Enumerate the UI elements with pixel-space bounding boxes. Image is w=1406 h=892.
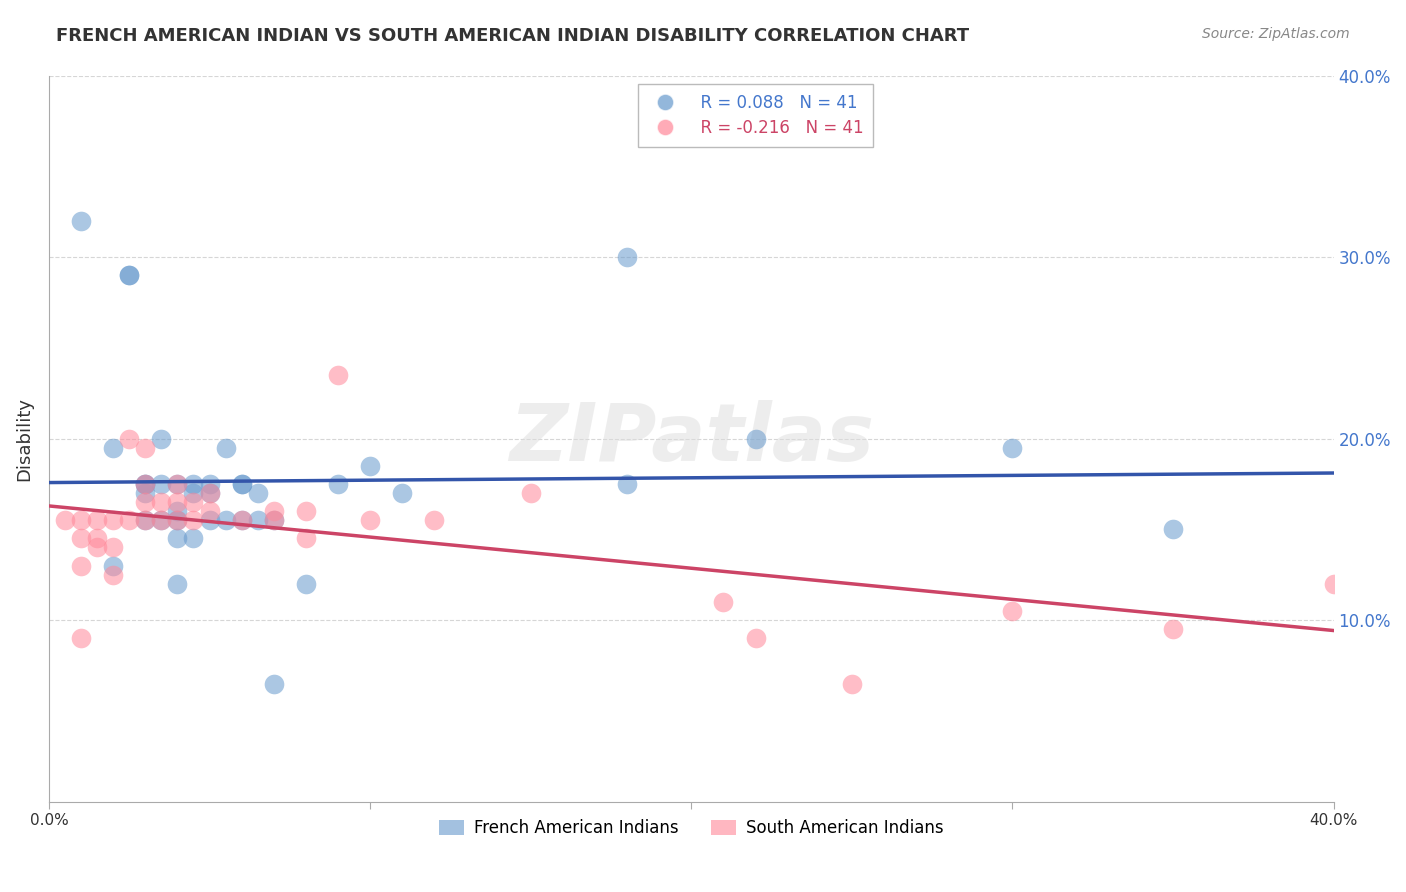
Point <box>1001 604 1024 618</box>
Point <box>118 268 141 283</box>
Point <box>150 495 173 509</box>
Point <box>263 513 285 527</box>
Point <box>166 504 188 518</box>
Point <box>326 368 349 382</box>
Legend: French American Indians, South American Indians: French American Indians, South American … <box>432 813 950 844</box>
Y-axis label: Disability: Disability <box>15 397 32 481</box>
Point <box>53 513 76 527</box>
Point <box>198 486 221 500</box>
Point <box>295 532 318 546</box>
Point <box>263 504 285 518</box>
Point <box>183 532 205 546</box>
Point <box>231 477 253 491</box>
Point <box>183 513 205 527</box>
Point <box>166 576 188 591</box>
Point <box>150 513 173 527</box>
Point <box>70 631 93 645</box>
Point <box>118 513 141 527</box>
Point <box>134 513 156 527</box>
Point <box>150 513 173 527</box>
Point <box>198 486 221 500</box>
Point <box>103 567 125 582</box>
Point <box>166 513 188 527</box>
Point <box>214 513 236 527</box>
Point <box>1161 522 1184 536</box>
Point <box>326 477 349 491</box>
Point <box>86 513 108 527</box>
Point <box>103 513 125 527</box>
Point <box>166 477 188 491</box>
Point <box>246 486 269 500</box>
Text: Source: ZipAtlas.com: Source: ZipAtlas.com <box>1202 27 1350 41</box>
Point <box>744 631 766 645</box>
Point <box>134 441 156 455</box>
Point <box>70 513 93 527</box>
Point <box>246 513 269 527</box>
Point <box>183 477 205 491</box>
Point <box>295 576 318 591</box>
Point <box>198 513 221 527</box>
Point <box>744 432 766 446</box>
Point <box>231 513 253 527</box>
Point <box>134 513 156 527</box>
Point <box>616 477 638 491</box>
Point <box>70 558 93 573</box>
Point <box>263 676 285 690</box>
Point <box>295 504 318 518</box>
Point <box>134 495 156 509</box>
Point <box>134 477 156 491</box>
Text: FRENCH AMERICAN INDIAN VS SOUTH AMERICAN INDIAN DISABILITY CORRELATION CHART: FRENCH AMERICAN INDIAN VS SOUTH AMERICAN… <box>56 27 969 45</box>
Point <box>86 532 108 546</box>
Point <box>166 532 188 546</box>
Point <box>231 513 253 527</box>
Point <box>198 504 221 518</box>
Point <box>214 441 236 455</box>
Point <box>166 513 188 527</box>
Point <box>519 486 541 500</box>
Point <box>118 432 141 446</box>
Point <box>231 477 253 491</box>
Point <box>150 477 173 491</box>
Point <box>841 676 863 690</box>
Point <box>423 513 446 527</box>
Point <box>103 541 125 555</box>
Point <box>713 595 735 609</box>
Point <box>103 558 125 573</box>
Point <box>1161 622 1184 636</box>
Point <box>183 495 205 509</box>
Point <box>134 477 156 491</box>
Point <box>134 477 156 491</box>
Point <box>1323 576 1346 591</box>
Text: ZIPatlas: ZIPatlas <box>509 400 873 477</box>
Point <box>118 268 141 283</box>
Point <box>103 441 125 455</box>
Point <box>616 250 638 264</box>
Point <box>359 458 381 473</box>
Point <box>150 432 173 446</box>
Point <box>359 513 381 527</box>
Point <box>1001 441 1024 455</box>
Point <box>263 513 285 527</box>
Point <box>166 477 188 491</box>
Point <box>70 213 93 227</box>
Point <box>134 486 156 500</box>
Point <box>86 541 108 555</box>
Point <box>391 486 413 500</box>
Point <box>198 477 221 491</box>
Point <box>183 486 205 500</box>
Point <box>70 532 93 546</box>
Point <box>166 495 188 509</box>
